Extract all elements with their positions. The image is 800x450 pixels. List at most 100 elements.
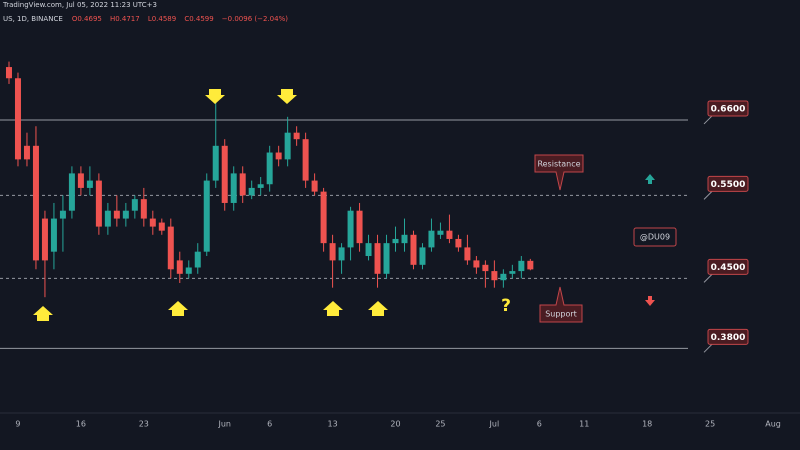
candle-body xyxy=(491,271,498,281)
candle-body xyxy=(518,260,525,272)
level-label: 0.4500 xyxy=(711,263,746,273)
author-box xyxy=(633,227,677,247)
candle-body xyxy=(365,243,372,257)
candle-body xyxy=(356,210,363,244)
level-box xyxy=(707,175,749,192)
arrow-down xyxy=(205,89,225,104)
ohlc-change: −0.0096 (−2.04%) xyxy=(222,15,288,23)
x-tick-label: 18 xyxy=(642,420,652,429)
support-label: Support xyxy=(545,310,577,319)
ohlc-high: H0.4717 xyxy=(110,15,140,23)
candle-body xyxy=(455,238,462,248)
candle-body xyxy=(23,145,30,160)
arrow-down xyxy=(277,89,297,104)
candle-body xyxy=(5,67,12,79)
candle-body xyxy=(239,173,246,196)
candle-body xyxy=(221,145,228,203)
level-label: 0.3800 xyxy=(711,333,746,343)
candle-body xyxy=(176,260,183,274)
x-tick-label: 16 xyxy=(76,420,86,429)
arrow-up xyxy=(368,301,388,316)
resistance-label: Resistance xyxy=(537,160,580,169)
candle-body xyxy=(392,238,399,244)
candle-body xyxy=(194,251,201,268)
candle-body xyxy=(41,218,48,261)
resistance-callout xyxy=(534,154,584,191)
x-tick-label: 25 xyxy=(705,420,715,429)
question-mark: ? xyxy=(501,296,511,316)
candle-body xyxy=(437,230,444,235)
ohlc-open: O0.4695 xyxy=(72,15,102,23)
arrow-up xyxy=(33,306,53,321)
candle-body xyxy=(401,234,408,244)
x-tick-label: Aug xyxy=(765,420,781,429)
candle-body xyxy=(248,187,255,196)
candle-body xyxy=(320,191,327,244)
x-tick-label: 20 xyxy=(390,420,400,429)
candle-body xyxy=(104,210,111,227)
down-arrow xyxy=(645,296,655,306)
candle-body xyxy=(86,180,93,188)
ohlc-low: L0.4589 xyxy=(148,15,176,23)
candle-body xyxy=(32,145,39,261)
candle-body xyxy=(113,210,120,219)
arrow-up xyxy=(168,301,188,316)
candle-body xyxy=(149,218,156,227)
arrows xyxy=(33,89,388,321)
symbol: US, 1D, BINANCE xyxy=(3,15,63,23)
candle-body xyxy=(230,173,237,203)
candle-body xyxy=(311,180,318,192)
legend-line: US, 1D, BINANCE O0.4695 H0.4717 L0.4589 … xyxy=(3,9,288,28)
candle-body xyxy=(473,260,480,268)
x-tick-label: 6 xyxy=(267,420,272,429)
candle-body xyxy=(464,247,471,261)
candle-body xyxy=(59,210,66,219)
candle-body xyxy=(122,210,129,219)
author-label: @DU09 xyxy=(640,233,670,242)
candle-body xyxy=(50,218,57,252)
arrow-up xyxy=(323,301,343,316)
x-tick-label: 25 xyxy=(435,420,445,429)
x-tick-label: 23 xyxy=(139,420,149,429)
candle-body xyxy=(68,173,75,211)
candle-body xyxy=(500,273,507,281)
candle-body xyxy=(131,199,138,211)
candle-body xyxy=(158,222,165,231)
x-tick-label: 13 xyxy=(327,420,337,429)
candle-body xyxy=(329,243,336,261)
level-box xyxy=(707,258,749,275)
candle-body xyxy=(410,234,417,265)
candle-body xyxy=(347,210,354,248)
candle-body xyxy=(203,180,210,252)
candle-body xyxy=(95,180,102,227)
candle-body xyxy=(14,78,21,160)
candle-body xyxy=(167,226,174,270)
candle-body xyxy=(509,271,516,274)
x-tick-label: Jun xyxy=(217,420,231,429)
level-box xyxy=(707,100,749,117)
candle-body xyxy=(527,260,534,270)
x-tick-label: Jul xyxy=(489,420,500,429)
level-label: 0.5500 xyxy=(711,180,746,190)
candle-body xyxy=(275,152,282,160)
level-label: 0.6600 xyxy=(711,104,746,114)
candle-body xyxy=(383,243,390,274)
candle-body xyxy=(257,184,264,188)
candle-body xyxy=(185,267,192,274)
ohlc-close: C0.4599 xyxy=(184,15,213,23)
header: TradingView.com, Jul 05, 2022 11:23 UTC+… xyxy=(2,1,157,9)
candle-body xyxy=(293,132,300,140)
candle-body xyxy=(302,139,309,181)
candle-body xyxy=(266,152,273,185)
candle-body xyxy=(428,230,435,248)
candle-body xyxy=(338,247,345,261)
candle-body xyxy=(284,132,291,160)
candle-body xyxy=(77,173,84,188)
up-arrow xyxy=(645,174,655,184)
x-tick-label: 11 xyxy=(579,420,589,429)
candle-body xyxy=(140,199,147,219)
candle-body xyxy=(374,243,381,274)
x-tick-label: 6 xyxy=(537,420,542,429)
